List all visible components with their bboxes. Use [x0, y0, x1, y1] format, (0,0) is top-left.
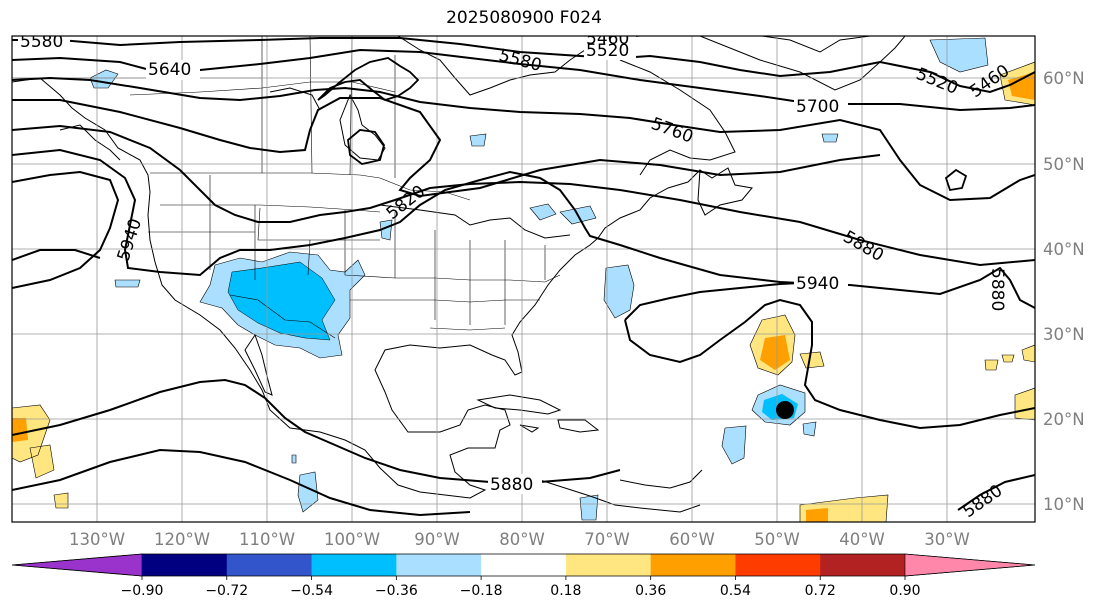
contour-label: 5880: [987, 268, 1007, 311]
contour-label: 5520: [586, 41, 629, 61]
latitude-labels: 60°N 50°N 40°N 30°N 20°N 10°N: [1043, 69, 1085, 514]
colorbar-segment: [650, 554, 736, 576]
lon-label: 30°W: [924, 530, 970, 549]
colorbar-tick-label: 0.90: [889, 583, 920, 599]
colorbar-tick-label: 0.72: [805, 583, 836, 599]
lon-label: 90°W: [414, 530, 460, 549]
colorbar-tick-label: −0.90: [121, 583, 164, 599]
negative-anomaly-atlantic: [603, 264, 635, 319]
longitude-labels: 130°W 120°W 110°W 100°W 90°W 80°W 70°W 6…: [69, 530, 970, 549]
negative-anomaly-greatlakes: [379, 203, 597, 241]
colorbar-segment: [226, 554, 313, 576]
lat-label: 60°N: [1043, 69, 1085, 88]
lon-label: 80°W: [499, 530, 545, 549]
colorbar-segment: [565, 554, 652, 576]
anomaly-shading: [12, 37, 1035, 522]
contour-label: 5580: [20, 32, 63, 52]
colorbar-segment: [735, 554, 821, 576]
map-title: 2025080900 F024: [446, 8, 602, 28]
colorbar-tick-label: −0.54: [290, 583, 333, 599]
colorbar-tick-label: 0.18: [550, 583, 581, 599]
colorbar-segment: [481, 554, 567, 576]
negative-anomaly-canada: [89, 37, 989, 147]
colorbar-extend-low: [11, 553, 143, 577]
graticule: [12, 36, 1035, 522]
colorbar-segment: [820, 554, 906, 576]
lat-label: 40°N: [1043, 240, 1085, 259]
colorbar-tick-label: 0.54: [720, 583, 751, 599]
lon-label: 130°W: [69, 530, 125, 549]
positive-anomaly-mid: [760, 335, 790, 370]
lon-label: 100°W: [324, 530, 380, 549]
map-area: 5580 5640 5460 5520 5580 5520 5460 5700 …: [12, 32, 1035, 522]
lon-label: 70°W: [584, 530, 630, 549]
lon-label: 40°W: [839, 530, 885, 549]
contour-label: 5880: [490, 475, 533, 495]
lon-label: 50°W: [754, 530, 800, 549]
lat-label: 10°N: [1043, 495, 1085, 514]
colorbar-segment: [311, 554, 397, 576]
colorbar-segment: [396, 554, 482, 576]
lon-label: 110°W: [239, 530, 295, 549]
negative-anomaly-small: [114, 279, 817, 521]
colorbar-extend-high: [904, 553, 1036, 577]
lon-label: 120°W: [154, 530, 210, 549]
colorbar-tick-label: −0.36: [375, 583, 418, 599]
lon-label: 60°W: [669, 530, 715, 549]
storm-center-marker: [776, 401, 794, 419]
contour-label: 5700: [796, 97, 839, 117]
coastlines: [12, 36, 906, 513]
contour-label: 5640: [148, 60, 191, 80]
positive-anomaly-small: [12, 61, 1035, 522]
map-frame: [11, 35, 1036, 523]
negative-anomaly-mid: [227, 261, 336, 341]
lat-label: 50°N: [1043, 155, 1085, 174]
lat-label: 20°N: [1043, 410, 1085, 429]
colorbar-tick-label: 0.36: [635, 583, 666, 599]
contour-label: 5940: [796, 274, 839, 294]
colorbar-tick-label: −0.72: [205, 583, 248, 599]
ocean-background: [12, 36, 1035, 522]
colorbar: −0.90 −0.72 −0.54 −0.36 −0.18 0.18 0.36 0.54 0.7…: [11, 553, 1036, 599]
colorbar-segment: [142, 554, 228, 576]
lat-label: 30°N: [1043, 325, 1085, 344]
colorbar-tick-label: −0.18: [460, 583, 503, 599]
